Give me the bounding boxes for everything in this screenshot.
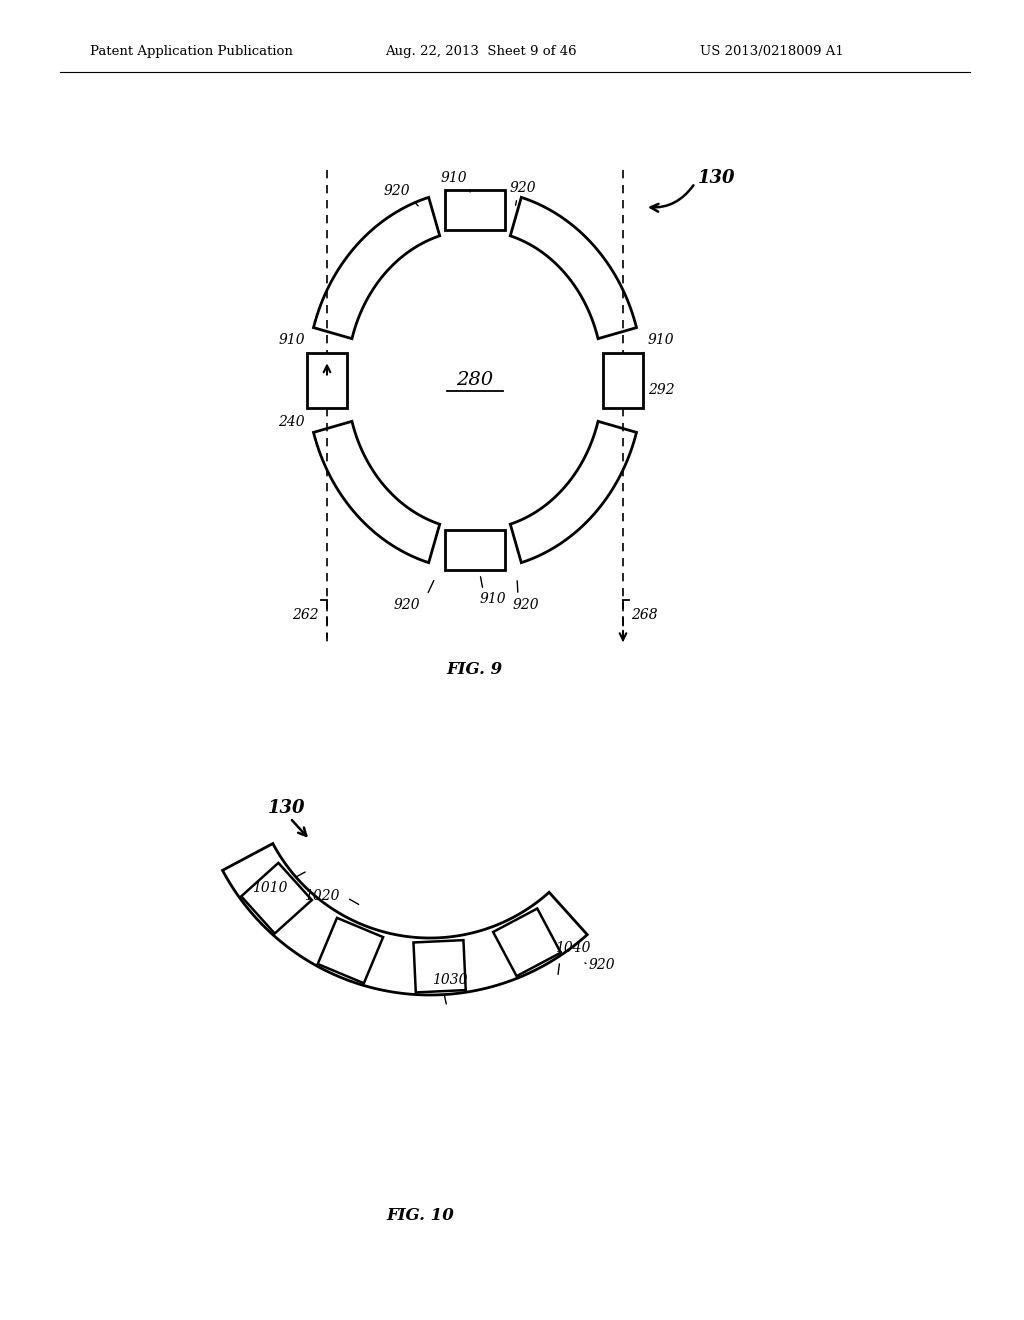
- Polygon shape: [242, 863, 312, 933]
- Text: FIG. 10: FIG. 10: [386, 1206, 454, 1224]
- Text: 240: 240: [279, 416, 305, 429]
- Polygon shape: [414, 940, 466, 993]
- Polygon shape: [313, 421, 439, 562]
- Text: US 2013/0218009 A1: US 2013/0218009 A1: [700, 45, 844, 58]
- Text: 280: 280: [457, 371, 494, 389]
- Text: 130: 130: [698, 169, 735, 187]
- Polygon shape: [510, 421, 637, 562]
- Text: Patent Application Publication: Patent Application Publication: [90, 45, 293, 58]
- Text: 920: 920: [383, 183, 410, 198]
- Text: 920: 920: [393, 598, 420, 612]
- Text: 910: 910: [480, 591, 507, 606]
- Text: 262: 262: [293, 609, 319, 622]
- Text: 1030: 1030: [432, 973, 467, 987]
- Text: FIG. 9: FIG. 9: [446, 661, 503, 678]
- Text: 268: 268: [631, 609, 657, 622]
- Text: 920: 920: [589, 957, 615, 972]
- Polygon shape: [222, 843, 587, 995]
- Text: 130: 130: [268, 799, 305, 817]
- Text: 1020: 1020: [303, 888, 339, 903]
- Text: 920: 920: [510, 181, 537, 195]
- Bar: [445, 531, 505, 570]
- Polygon shape: [313, 198, 439, 339]
- Text: 292: 292: [648, 383, 675, 397]
- Polygon shape: [494, 908, 561, 975]
- Text: 910: 910: [440, 172, 467, 185]
- Polygon shape: [510, 198, 637, 339]
- Bar: [445, 190, 505, 230]
- Polygon shape: [317, 917, 383, 983]
- Text: Aug. 22, 2013  Sheet 9 of 46: Aug. 22, 2013 Sheet 9 of 46: [385, 45, 577, 58]
- Text: 1040: 1040: [555, 941, 590, 956]
- Bar: [307, 352, 347, 408]
- Text: 910: 910: [279, 334, 305, 347]
- Bar: [603, 352, 643, 408]
- Text: 1010: 1010: [252, 880, 288, 895]
- Text: 920: 920: [513, 598, 540, 612]
- Text: 910: 910: [648, 334, 675, 347]
